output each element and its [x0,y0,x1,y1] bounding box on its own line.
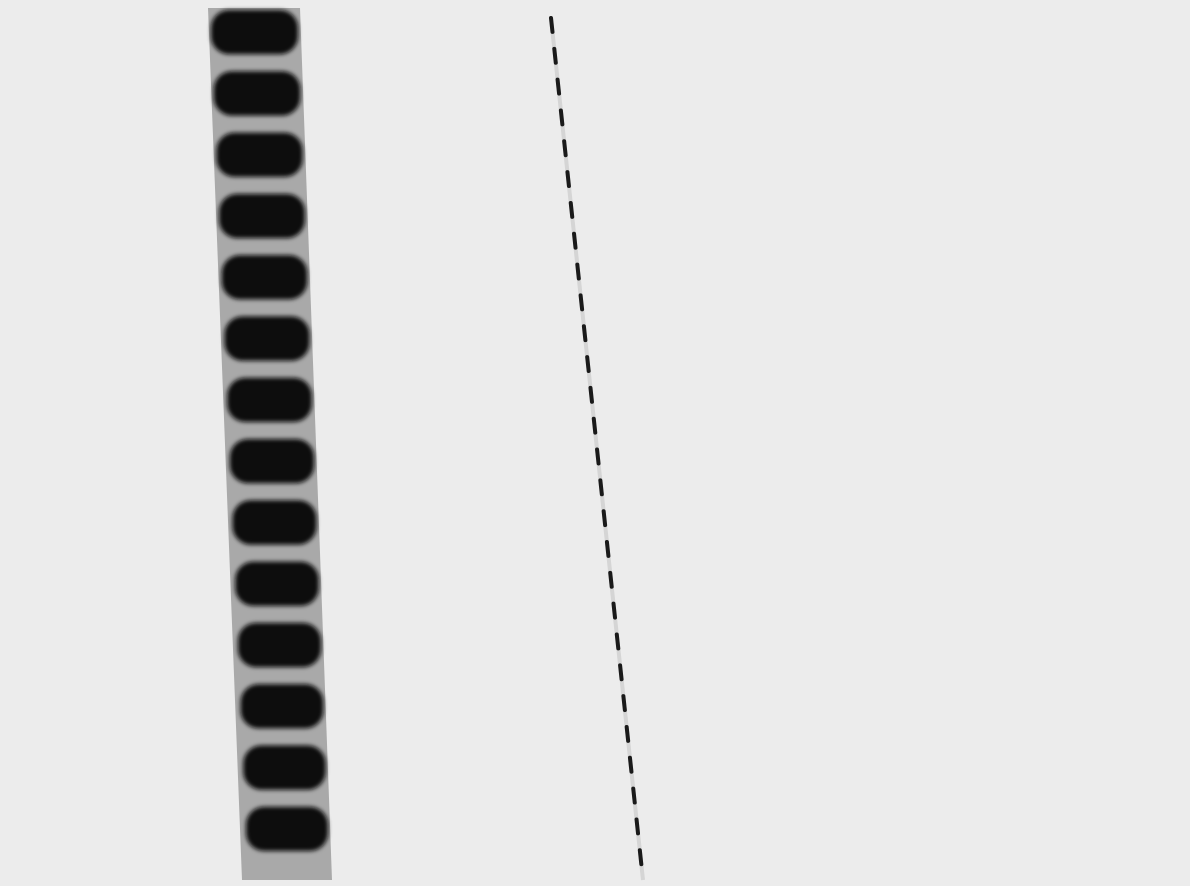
ladder-block-10 [235,561,319,606]
ladder-block-12 [240,684,324,729]
ladder-block-8 [229,439,315,484]
ladder-blocks [211,10,328,851]
ladder-block-1 [211,10,298,55]
ladder-block-6 [224,316,310,361]
ladder-block-2 [213,71,301,116]
rail-dashes [549,16,645,882]
ladder-block-11 [237,622,322,668]
ladder-block-4 [219,193,305,239]
ladder-block-13 [243,745,326,790]
ladder-block-3 [216,132,303,177]
ladder-block-14 [246,806,328,851]
ladder-block-7 [227,377,312,422]
ladder-block-5 [221,255,308,300]
ladder-block-9 [232,500,317,545]
